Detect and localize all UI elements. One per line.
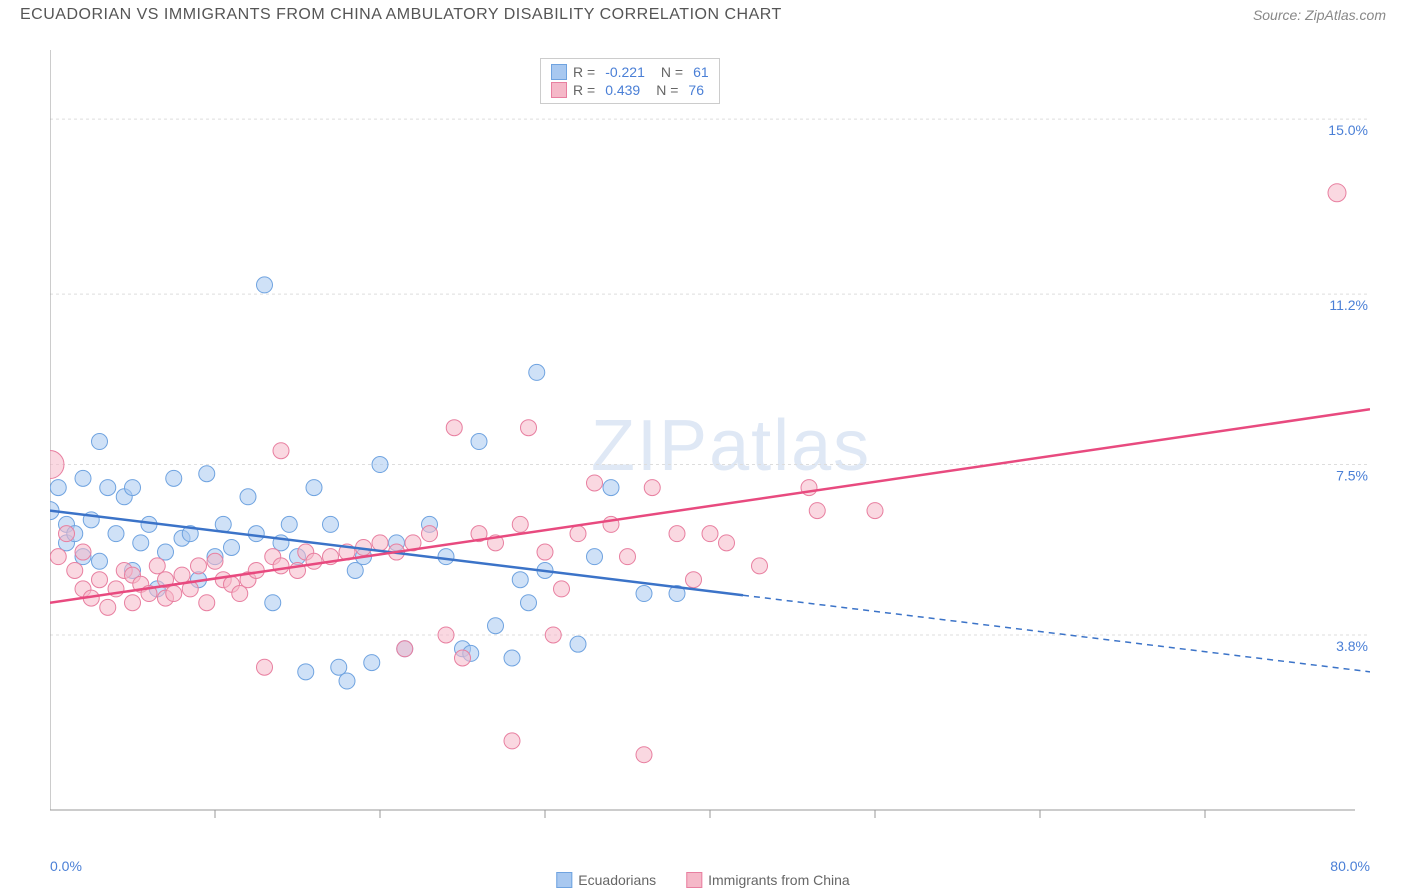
legend-label-1: Immigrants from China: [708, 872, 850, 888]
x-axis-ticks: [215, 810, 1205, 818]
x-min-label: 0.0%: [50, 858, 82, 874]
legend-label-0: Ecuadorians: [578, 872, 656, 888]
swatch-bottom-1: [686, 872, 702, 888]
x-max-label: 80.0%: [1330, 858, 1370, 874]
bottom-legend: Ecuadorians Immigrants from China: [556, 872, 849, 888]
r-value-1: 0.439: [605, 82, 640, 98]
stats-legend: R =-0.221 N =61 R =0.439 N =76: [540, 58, 720, 104]
n-value-1: 76: [688, 82, 704, 98]
chart-container: ECUADORIAN VS IMMIGRANTS FROM CHINA AMBU…: [0, 0, 1406, 892]
swatch-bottom-0: [556, 872, 572, 888]
legend-item-0: Ecuadorians: [556, 872, 656, 888]
stats-row-series-0: R =-0.221 N =61: [551, 63, 709, 81]
title-bar: ECUADORIAN VS IMMIGRANTS FROM CHINA AMBU…: [0, 0, 1406, 24]
svg-text:7.5%: 7.5%: [1336, 468, 1368, 484]
source-label: Source: ZipAtlas.com: [1253, 7, 1386, 23]
svg-text:3.8%: 3.8%: [1336, 638, 1368, 654]
n-value-0: 61: [693, 64, 709, 80]
svg-text:15.0%: 15.0%: [1328, 122, 1368, 138]
scatter-plot: 15.0%11.2%7.5%3.8% Ambulatory Disability: [50, 50, 1370, 830]
legend-item-1: Immigrants from China: [686, 872, 850, 888]
scatter-points: [50, 184, 1346, 763]
swatch-series-0: [551, 64, 567, 80]
stats-row-series-1: R =0.439 N =76: [551, 81, 709, 99]
svg-text:11.2%: 11.2%: [1329, 297, 1368, 313]
r-value-0: -0.221: [605, 64, 645, 80]
chart-title: ECUADORIAN VS IMMIGRANTS FROM CHINA AMBU…: [20, 6, 782, 24]
gridlines: [50, 119, 1370, 635]
swatch-series-1: [551, 82, 567, 98]
